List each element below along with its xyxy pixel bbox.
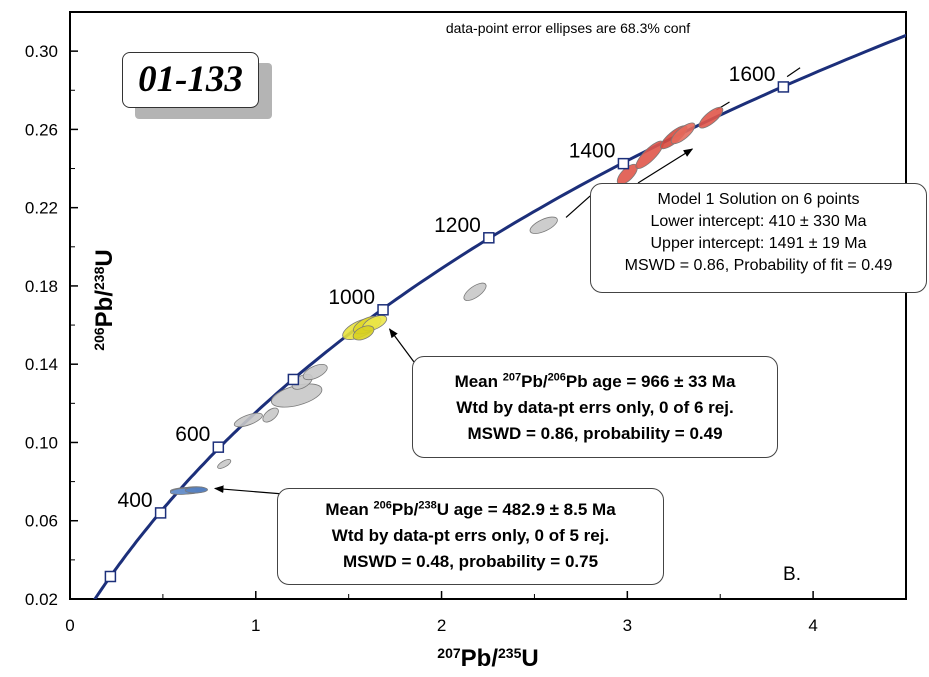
model-line-4: MSWD = 0.86, Probability of fit = 0.49 <box>624 257 893 274</box>
plot-frame <box>69 11 907 600</box>
x-tick-label: 4 <box>808 616 817 635</box>
model-solution-box: Model 1 Solution on 6 points Lower inter… <box>590 183 927 293</box>
y-tick-label: 0.10 <box>25 433 58 452</box>
x-tick-label: 1 <box>251 616 260 635</box>
age-marker <box>154 507 167 519</box>
mean68-line-1: Mean 206Pb/238U age = 482.9 ± 8.5 Ma <box>325 499 616 519</box>
error-ellipse-discordia <box>698 106 724 129</box>
y-tick-label: 0.26 <box>25 120 58 139</box>
age-marker <box>104 570 117 583</box>
y-tick-label: 0.18 <box>25 277 58 296</box>
error-ellipse-grey <box>529 216 558 234</box>
discordia-dash <box>565 195 591 218</box>
model-line-2: Lower intercept: 410 ± 330 Ma <box>650 213 867 230</box>
age-marker <box>777 81 790 93</box>
error-ellipse-grey <box>302 363 328 381</box>
mean-207-206-box: Mean 207Pb/206Pb age = 966 ± 33 Ma Wtd b… <box>412 356 778 458</box>
mean-206-238-box: Mean 206Pb/238U age = 482.9 ± 8.5 Ma Wtd… <box>277 488 664 585</box>
age-marker-label: 600 <box>175 423 210 446</box>
panel-label: B. <box>783 564 801 585</box>
mean68-line-3: MSWD = 0.48, probability = 0.75 <box>342 552 599 571</box>
model-arrow <box>637 148 694 184</box>
model-line-1: Model 1 Solution on 6 points <box>657 191 860 208</box>
model-line-3: Upper intercept: 1491 ± 19 Ma <box>650 235 867 252</box>
error-ellipse-note: data-point error ellipses are 68.3% conf <box>446 20 690 36</box>
age-marker <box>212 441 225 453</box>
x-tick-label: 2 <box>437 616 446 635</box>
error-ellipse-grey <box>233 412 263 428</box>
mean76-line-3: MSWD = 0.86, probability = 0.49 <box>467 424 723 443</box>
x-tick-label: 0 <box>65 616 74 635</box>
mean76-arrow <box>388 328 415 363</box>
error-ellipse-discordia <box>670 122 696 145</box>
y-tick-label: 0.22 <box>25 199 58 218</box>
error-ellipse-mean-966 <box>352 325 375 341</box>
age-marker-label: 400 <box>118 489 153 512</box>
y-tick-label: 0.14 <box>25 355 58 374</box>
age-marker <box>483 232 495 244</box>
age-marker-label: 1400 <box>569 140 616 163</box>
y-tick-label: 0.06 <box>25 512 58 531</box>
age-marker-label: 1200 <box>434 214 481 237</box>
x-axis-title: 207Pb/235U <box>437 645 538 672</box>
discordia-dash <box>786 67 801 78</box>
x-tick-label: 3 <box>623 616 632 635</box>
y-tick-label: 0.30 <box>25 42 58 61</box>
age-marker <box>617 157 630 170</box>
age-marker <box>377 304 389 316</box>
error-ellipse-grey <box>463 282 487 301</box>
mean76-line-1: Mean 207Pb/206Pb age = 966 ± 33 Ma <box>454 371 736 391</box>
error-ellipse-grey <box>217 459 232 469</box>
mean68-line-2: Wtd by data-pt errs only, 0 of 5 rej. <box>331 526 610 545</box>
age-marker-label: 1600 <box>729 63 776 86</box>
mean76-line-2: Wtd by data-pt errs only, 0 of 6 rej. <box>456 398 734 417</box>
error-ellipse-grey <box>262 407 279 423</box>
y-tick-label: 0.02 <box>25 590 58 609</box>
age-marker-label: 1000 <box>328 286 375 309</box>
error-ellipse-concordant-482 <box>184 486 208 494</box>
age-marker <box>287 373 300 386</box>
sample-label: 01-133 <box>122 52 259 108</box>
y-axis-title: 206Pb/238U <box>91 249 118 350</box>
plot-area <box>93 33 906 599</box>
